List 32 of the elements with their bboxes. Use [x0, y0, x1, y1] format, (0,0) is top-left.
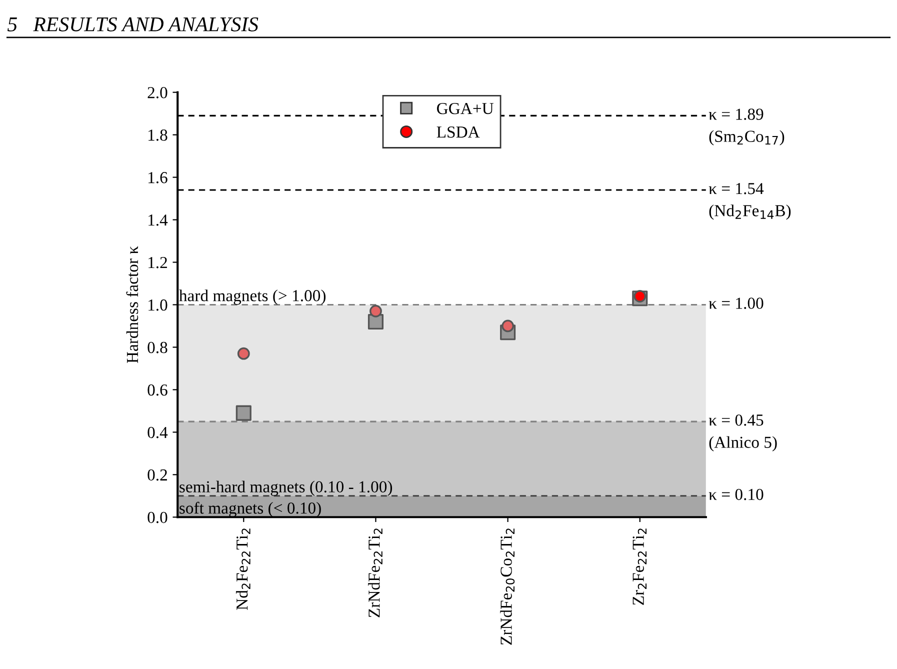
ref-line-label: κ = 0.45 (Alnico 5) — [708, 414, 777, 452]
y-tick-label: 0.6 — [148, 384, 168, 396]
annotation: soft magnets (< 0.10) — [180, 502, 321, 518]
x-tick-label: Zr$_{2}$Fe$_{22}$Ti$_{2}$ — [632, 528, 647, 605]
ref-line-label: κ = 1.89 (Sm$_{2}$Co$_{17}$) — [708, 108, 784, 146]
legend-label: GGA+U — [437, 102, 494, 114]
ref-line-label: κ = 1.00 — [708, 298, 764, 309]
y-tick-label: 1.6 — [148, 172, 168, 184]
y-tick-label: 1.0 — [148, 299, 168, 311]
point — [370, 304, 382, 318]
y-tick-label: 1.2 — [148, 256, 167, 268]
y-tick-label: 0.2 — [148, 469, 167, 481]
text: 5 RESULTS AND ANALYSIS — [8, 17, 258, 32]
legend-label: LSDA — [436, 126, 480, 138]
ref-line-label: κ = 1.54 (Nd$_{2}$Fe$_{14}$B) — [708, 183, 791, 220]
annotation: semi-hard magnets (0.10 - 1.00) — [180, 480, 392, 496]
x-tick-label: Nd$_{2}$Fe$_{22}$Ti$_{2}$ — [236, 528, 250, 610]
point — [634, 290, 646, 302]
y-tick-label: 0.0 — [148, 512, 168, 524]
point — [237, 347, 250, 360]
annotation: hard magnets (> 1.00) — [179, 290, 326, 305]
ref-line-label: κ = 0.10 — [708, 488, 764, 500]
point — [236, 405, 252, 421]
y-tick-label: 2.0 — [148, 87, 168, 98]
y-axis-title: Hardness factor κ — [126, 246, 138, 364]
point — [502, 320, 514, 332]
x-tick-label: ZrNdFe$_{22}$Ti$_{2}$ — [368, 528, 382, 618]
y-tick-label: 0.4 — [148, 426, 168, 438]
x-tick-label: ZrNdFe$_{20}$Co$_{2}$Ti$_{2}$ — [500, 528, 515, 645]
y-tick-label: 0.8 — [148, 342, 168, 354]
y-tick-label: 1.8 — [148, 130, 168, 141]
y-tick-label: 1.4 — [148, 214, 168, 226]
